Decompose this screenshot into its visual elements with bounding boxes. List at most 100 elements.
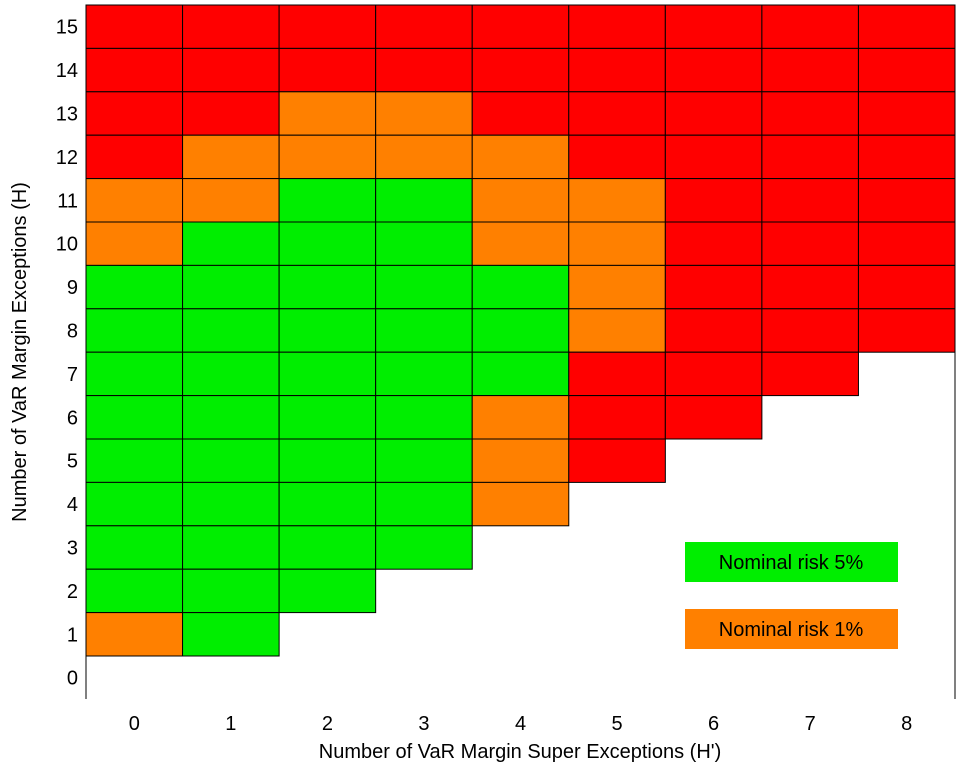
- y-tick-label: 4: [67, 494, 78, 516]
- heatmap-cell: [182, 178, 280, 223]
- heatmap-cell: [471, 395, 570, 440]
- heatmap-cell: [85, 481, 184, 527]
- heatmap-cell: [375, 91, 473, 136]
- heatmap-cell: [278, 525, 377, 570]
- heatmap-cell: [471, 4, 570, 49]
- heatmap-cell: [182, 612, 280, 657]
- heatmap-cell: [85, 612, 184, 657]
- heatmap-cell: [278, 481, 377, 527]
- y-tick-label: 5: [67, 451, 78, 473]
- heatmap-cell: [278, 568, 377, 614]
- heatmap-cell: [568, 221, 666, 266]
- heatmap-cell: [664, 308, 763, 353]
- y-tick-label: 10: [56, 234, 78, 256]
- heatmap-cell: [182, 134, 280, 180]
- heatmap-cell: [182, 525, 280, 570]
- legend: Nominal risk 5% Nominal risk 1%: [685, 542, 898, 649]
- heatmap-cell: [761, 91, 859, 136]
- heatmap-cell: [568, 134, 666, 180]
- y-tick-label: 7: [67, 364, 78, 386]
- heatmap-cell: [375, 264, 473, 310]
- heatmap-cell: [471, 308, 570, 353]
- heatmap-cell: [182, 568, 280, 614]
- heatmap-cell: [182, 308, 280, 353]
- heatmap-cell: [182, 481, 280, 527]
- legend-label-1pct: Nominal risk 1%: [719, 619, 864, 641]
- heatmap-cell: [85, 4, 184, 49]
- heatmap-cell: [568, 178, 666, 223]
- y-tick-label: 3: [67, 538, 78, 560]
- heatmap-cell: [568, 91, 666, 136]
- heatmap-cell: [568, 438, 666, 483]
- heatmap-cell: [375, 481, 473, 527]
- heatmap-cell: [375, 438, 473, 483]
- heatmap-cell: [85, 264, 184, 310]
- heatmap-cell: [85, 308, 184, 353]
- heatmap-cell: [85, 351, 184, 397]
- heatmap-cell: [664, 221, 763, 266]
- heatmap-cell: [85, 568, 184, 614]
- y-tick-label: 2: [67, 581, 78, 603]
- y-tick-label: 11: [57, 190, 78, 212]
- heatmap-cell: [471, 47, 570, 93]
- heatmap-cell: [375, 525, 473, 570]
- heatmap-cell: [182, 264, 280, 310]
- heatmap-cell: [278, 178, 377, 223]
- heatmap-cell: [85, 395, 184, 440]
- y-tick-label: 13: [56, 104, 78, 126]
- heatmap-cell: [471, 221, 570, 266]
- heatmap-cell: [664, 91, 763, 136]
- heatmap-cell: [471, 264, 570, 310]
- y-tick-label: 0: [67, 668, 78, 690]
- x-tick-label: 5: [611, 713, 622, 735]
- heatmap-cell: [375, 395, 473, 440]
- heatmap-cell: [278, 91, 377, 136]
- heatmap-cell: [664, 395, 763, 440]
- heatmap-cell: [471, 351, 570, 397]
- heatmap-cell: [278, 221, 377, 266]
- heatmap-cell: [182, 221, 280, 266]
- heatmap-cell: [568, 351, 666, 397]
- heatmap-cell: [375, 178, 473, 223]
- heatmap-cell: [375, 221, 473, 266]
- heatmap-cell: [85, 47, 184, 93]
- heatmap-cell: [761, 178, 859, 223]
- x-tick-label: 0: [129, 713, 140, 735]
- heatmap-cell: [471, 91, 570, 136]
- heatmap-cell: [182, 438, 280, 483]
- heatmap-cell: [278, 351, 377, 397]
- y-tick-label: 12: [56, 147, 78, 169]
- heatmap-cell: [664, 264, 763, 310]
- x-tick-label: 1: [225, 713, 236, 735]
- heatmap-cell: [85, 178, 184, 223]
- heatmap-cell: [568, 395, 666, 440]
- y-axis-label: Number of VaR Margin Exceptions (H): [9, 182, 31, 522]
- heatmap-cell: [85, 221, 184, 266]
- heatmap-cell: [568, 308, 666, 353]
- heatmap-cell: [664, 178, 763, 223]
- heatmap-cell: [857, 47, 956, 93]
- heatmap-cell: [85, 134, 184, 180]
- heatmap-cell: [664, 351, 763, 397]
- heatmap-cell: [664, 47, 763, 93]
- heatmap-cell: [278, 47, 377, 93]
- legend-swatch-1pct: [685, 609, 898, 649]
- heatmap-cell: [761, 351, 859, 397]
- legend-entry-1pct: Nominal risk 1%: [685, 609, 898, 649]
- heatmap-cell: [375, 47, 473, 93]
- heatmap-cell: [278, 395, 377, 440]
- heatmap-cell: [85, 525, 184, 570]
- heatmap-cell: [568, 264, 666, 310]
- heatmap-cell: [857, 308, 956, 353]
- heatmap-cell: [857, 134, 956, 180]
- x-axis-label: Number of VaR Margin Super Exceptions (H…: [319, 741, 722, 763]
- heatmap-cell: [375, 134, 473, 180]
- heatmap-cell: [182, 91, 280, 136]
- heatmap-cell: [664, 134, 763, 180]
- heatmap-cell: [471, 481, 570, 527]
- heatmap-cell: [471, 438, 570, 483]
- y-tick-label: 14: [56, 60, 78, 82]
- heatmap-cell: [761, 134, 859, 180]
- heatmap-cell: [182, 395, 280, 440]
